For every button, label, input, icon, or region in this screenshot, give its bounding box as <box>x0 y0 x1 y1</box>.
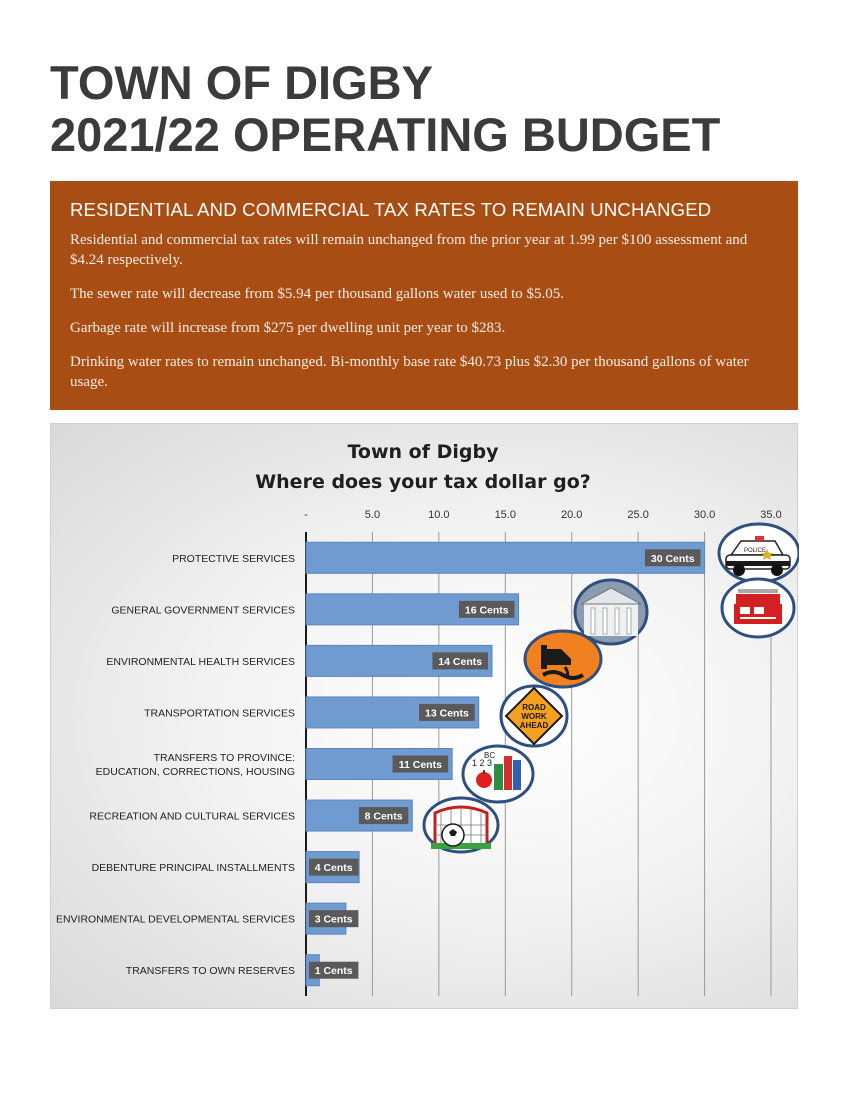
category-label: EDUCATION, CORRECTIONS, HOUSING <box>96 766 295 778</box>
tax-dollar-chart: Town of Digby Where does your tax dollar… <box>50 423 799 1009</box>
data-label-box <box>309 910 359 928</box>
x-tick-label: 25.0 <box>627 509 648 521</box>
data-label-box <box>358 807 409 825</box>
x-tick-label: 10.0 <box>428 509 449 521</box>
svg-text:AHEAD: AHEAD <box>520 721 549 730</box>
svg-text:POLICE: POLICE <box>744 548 766 554</box>
x-tick-label: 20.0 <box>561 509 582 521</box>
x-tick-label: 35.0 <box>760 509 781 521</box>
road-work-sign-icon: ROAD WORK AHEAD <box>499 684 569 748</box>
data-label-box <box>392 755 449 773</box>
sewer-pipe-icon <box>523 629 603 689</box>
category-label: RECREATION AND CULTURAL SERVICES <box>89 811 295 823</box>
data-label: 13 Cents <box>425 707 469 719</box>
category-label: DEBENTURE PRINCIPAL INSTALLMENTS <box>92 862 295 874</box>
data-label: 8 Cents <box>365 811 403 823</box>
category-label: TRANSPORTATION SERVICES <box>144 707 295 719</box>
chart-subtitle: Where does your tax dollar go? <box>255 471 591 493</box>
notice-heading: RESIDENTIAL AND COMMERCIAL TAX RATES TO … <box>70 199 712 220</box>
notice-paragraph-tax-rates: Residential and commercial tax rates wil… <box>70 232 748 268</box>
fire-truck-icon <box>720 577 796 639</box>
data-label: 1 Cents <box>315 965 353 977</box>
svg-text:1 2 3: 1 2 3 <box>472 758 492 768</box>
soccer-net-icon <box>422 796 500 854</box>
category-label: TRANSFERS TO PROVINCE: <box>154 752 295 764</box>
svg-text:BC: BC <box>484 751 495 760</box>
x-tick-label: 30.0 <box>694 509 715 521</box>
x-tick-label: - <box>304 509 308 521</box>
data-label-box <box>432 652 488 670</box>
data-label-box <box>458 600 515 618</box>
tax-rate-notice: RESIDENTIAL AND COMMERCIAL TAX RATES TO … <box>50 181 798 410</box>
page-title-line-2: 2021/22 OPERATING BUDGET <box>50 108 721 161</box>
data-label-box <box>309 961 359 979</box>
x-axis: - 5.0 10.0 15.0 20.0 25.0 30.0 35.0 <box>304 509 782 521</box>
data-label: 11 Cents <box>399 759 442 771</box>
data-label-box <box>419 703 475 721</box>
police-car-icon: POLICE <box>717 522 799 584</box>
notice-paragraph-sewer-rate: The sewer rate will decrease from $5.94 … <box>70 286 565 302</box>
chart-canvas: Town of Digby Where does your tax dollar… <box>56 441 799 996</box>
svg-text:WORK: WORK <box>521 712 547 721</box>
school-books-icon: 1 2 3 BC <box>461 744 535 804</box>
category-label: TRANSFERS TO OWN RESERVES <box>126 965 295 977</box>
notice-paragraph-garbage-rate: Garbage rate will increase from $275 per… <box>70 320 506 336</box>
data-label: 16 Cents <box>465 604 509 616</box>
data-label-box <box>644 549 701 567</box>
category-label: ENVIRONMENTAL HEALTH SERVICES <box>106 656 295 668</box>
x-tick-label: 5.0 <box>365 509 380 521</box>
chart-title: Town of Digby <box>348 441 500 463</box>
town-hall-icon <box>573 578 649 646</box>
data-label: 4 Cents <box>315 862 353 874</box>
data-label-box <box>309 858 359 876</box>
data-label: 30 Cents <box>651 553 695 565</box>
data-label: 3 Cents <box>315 914 353 926</box>
y-axis: PROTECTIVE SERVICES GENERAL GOVERNMENT SE… <box>56 553 295 977</box>
svg-text:ROAD: ROAD <box>522 703 546 712</box>
bar <box>305 541 706 574</box>
page-title-line-1: TOWN OF DIGBY <box>50 56 433 109</box>
category-label: PROTECTIVE SERVICES <box>172 553 295 565</box>
chart-bars: 30 Cents 16 Cents 14 Cents 13 Cents 11 Cents… <box>305 541 706 987</box>
category-label: ENVIRONMENTAL DEVELOPMENTAL SERVICES <box>56 914 295 926</box>
data-label: 14 Cents <box>438 656 482 668</box>
category-label: GENERAL GOVERNMENT SERVICES <box>111 604 295 616</box>
chart-icons: POLICE <box>422 522 799 854</box>
notice-paragraph-water-rate: Drinking water rates to remain unchanged… <box>70 354 749 390</box>
x-tick-label: 15.0 <box>495 509 516 521</box>
